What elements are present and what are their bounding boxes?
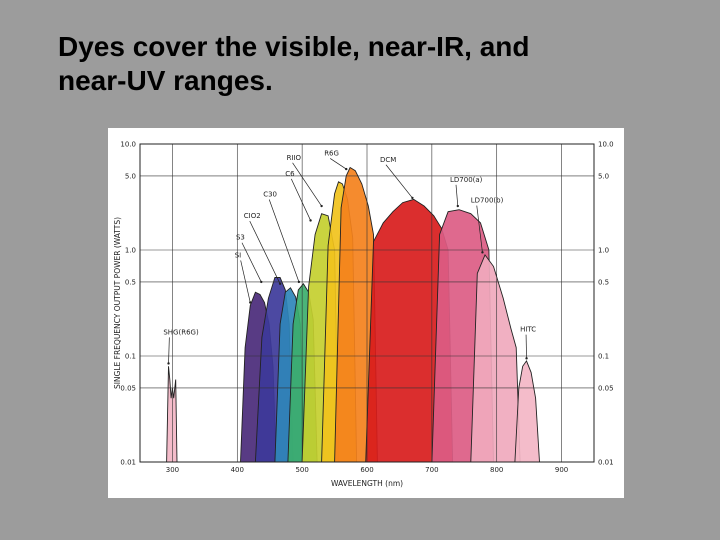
pointer-head-si bbox=[249, 301, 252, 304]
pointer-shg-r6g bbox=[168, 337, 170, 364]
series-label-s3: S3 bbox=[236, 234, 245, 242]
pointer-dcm bbox=[385, 164, 413, 199]
pointer-si bbox=[240, 260, 251, 303]
pointer-head-c30 bbox=[297, 280, 301, 284]
pointer-head-ld700-b bbox=[481, 251, 484, 254]
x-tick-label: 500 bbox=[295, 466, 308, 474]
y-axis-label: SINGLE FREQUENCY OUTPUT POWER (WATTS) bbox=[113, 217, 122, 389]
pointer-head-dcm bbox=[411, 196, 414, 200]
label-pointers bbox=[167, 158, 528, 365]
pointer-riio bbox=[292, 162, 322, 207]
pointer-head-cio2 bbox=[278, 282, 282, 285]
y-tick-label-left: 5.0 bbox=[125, 172, 136, 180]
series-labels: SHG(R6G) SI S3 CIO2 C30 C6 RIIO R6G DCM LD700(a) L… bbox=[163, 149, 536, 336]
pointer-head-r6g bbox=[345, 167, 348, 171]
x-axis-label: WAVELENGTH (nm) bbox=[331, 479, 403, 488]
pointer-c6 bbox=[290, 178, 311, 221]
slide-title-line-2: near-UV ranges. bbox=[58, 65, 273, 96]
pointer-c30 bbox=[268, 199, 300, 283]
series-label-riio: RIIO bbox=[287, 154, 302, 162]
series-label-hitc: HITC bbox=[520, 326, 536, 334]
pointer-head-s3 bbox=[260, 280, 263, 284]
y-tick-label-right: 5.0 bbox=[598, 172, 609, 180]
figure-panel: 300 400 500 600 700 800 900 10.0 5.0 1.0 0.5 0.1 0.0… bbox=[108, 128, 624, 498]
series-label-ld700-a: LD700(a) bbox=[450, 176, 483, 184]
x-tick-label: 600 bbox=[360, 466, 373, 474]
y-tick-label-left: 10.0 bbox=[120, 141, 136, 149]
y-tick-label-right: 0.1 bbox=[598, 353, 609, 361]
y-tick-label-right: 10.0 bbox=[598, 141, 614, 149]
slide-title-line-1: Dyes cover the visible, near-IR, and bbox=[58, 31, 530, 62]
y-tick-label-left: 0.01 bbox=[120, 459, 136, 467]
y-tick-label-left: 0.05 bbox=[120, 384, 136, 392]
x-tick-label: 300 bbox=[166, 466, 179, 474]
series-label-shg-r6g: SHG(R6G) bbox=[163, 328, 199, 336]
series-area-shg-r6g bbox=[166, 366, 178, 463]
pointer-head-riio bbox=[320, 204, 323, 208]
x-tick-label: 700 bbox=[425, 466, 438, 474]
pointer-s3 bbox=[241, 242, 262, 283]
series-areas bbox=[166, 166, 540, 463]
y-tick-label-right: 0.05 bbox=[598, 384, 614, 392]
pointer-head-hitc bbox=[525, 357, 528, 360]
x-tick-label: 900 bbox=[555, 466, 568, 474]
series-label-dcm: DCM bbox=[380, 156, 396, 164]
pointer-head-ld700-a bbox=[456, 204, 459, 208]
pointer-r6g bbox=[330, 158, 347, 170]
series-area-ld700-b bbox=[470, 253, 521, 463]
plot-frame bbox=[139, 143, 595, 463]
x-tick-label: 800 bbox=[490, 466, 503, 474]
pointer-head-c6 bbox=[309, 219, 312, 222]
y-tick-label-right: 0.5 bbox=[598, 278, 609, 286]
pointer-ld700-b bbox=[476, 205, 483, 253]
x-tick-label: 400 bbox=[231, 466, 244, 474]
y-tick-label-right: 0.01 bbox=[598, 459, 614, 467]
series-label-ld700-b: LD700(b) bbox=[471, 197, 504, 205]
pointer-ld700-a bbox=[455, 184, 459, 207]
pointer-cio2 bbox=[249, 220, 281, 284]
axis-ticks: 300 400 500 600 700 800 900 10.0 5.0 1.0 0.5 0.1 0.0… bbox=[120, 141, 613, 475]
y-tick-label-left: 0.5 bbox=[125, 278, 136, 286]
series-label-c30: C30 bbox=[263, 190, 277, 198]
dye-laser-power-chart: 300 400 500 600 700 800 900 10.0 5.0 1.0 0.5 0.1 0.0… bbox=[113, 141, 614, 489]
series-label-si: SI bbox=[235, 251, 242, 259]
y-tick-label-right: 1.0 bbox=[598, 247, 609, 255]
series-label-cio2: CIO2 bbox=[244, 212, 261, 220]
series-label-c6: C6 bbox=[285, 170, 295, 178]
pointer-head-shg-r6g bbox=[167, 362, 170, 365]
slide-title: Dyes cover the visible, near-IR, and nea… bbox=[58, 30, 678, 98]
y-tick-label-left: 0.1 bbox=[125, 353, 136, 361]
series-label-r6g: R6G bbox=[324, 149, 339, 157]
y-tick-label-left: 1.0 bbox=[125, 247, 136, 255]
series-area-hitc bbox=[514, 359, 540, 463]
